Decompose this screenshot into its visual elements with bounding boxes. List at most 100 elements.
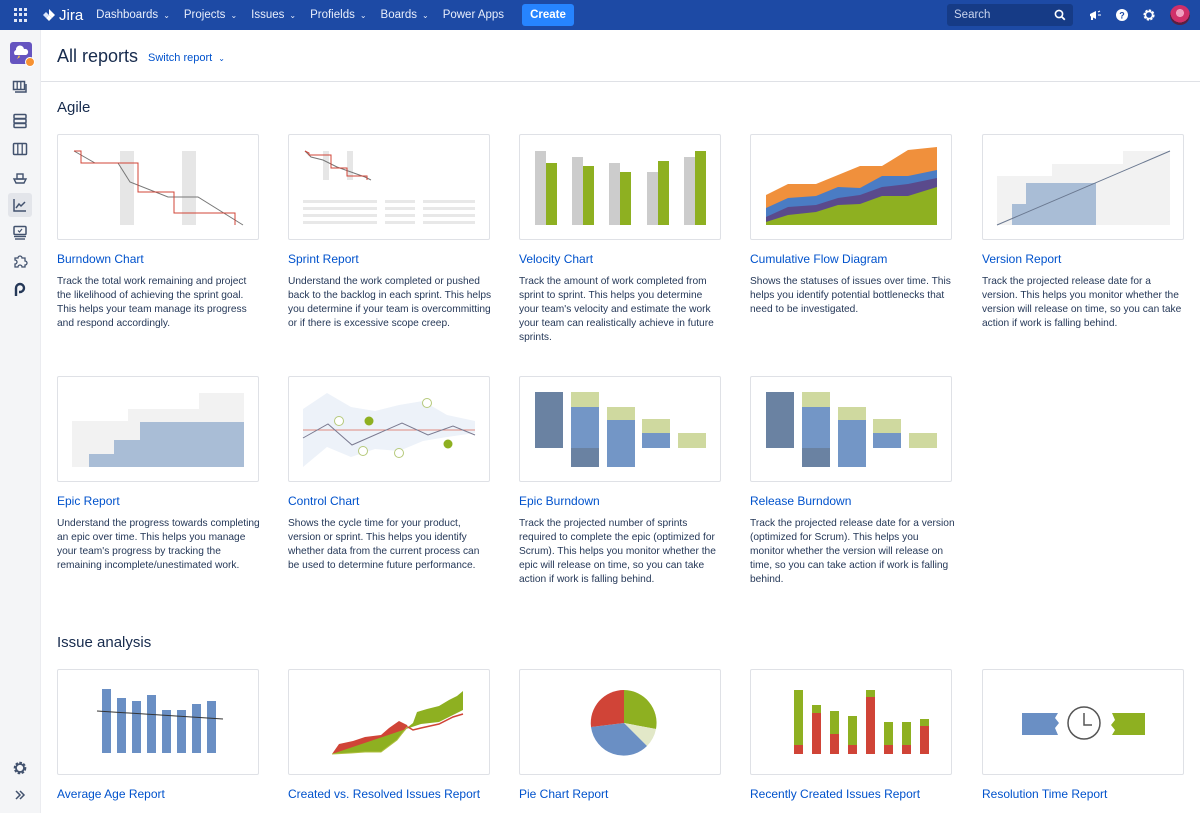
- releases-ship-icon[interactable]: [8, 165, 32, 189]
- monitor-icon[interactable]: [8, 221, 32, 245]
- recently-created-thumbnail[interactable]: [750, 669, 952, 775]
- report-link-control-chart[interactable]: Control Chart: [288, 494, 360, 508]
- nav-label: Boards: [380, 9, 417, 21]
- report-link-created-vs-resolved[interactable]: Created vs. Resolved Issues Report: [288, 787, 481, 801]
- power-apps-icon[interactable]: [8, 278, 32, 302]
- main-nav: Dashboards ⌄ Projects ⌄ Issues ⌄ Profields ⌄…: [96, 4, 574, 26]
- report-card-resolution-time-report[interactable]: Resolution Time Report: [982, 669, 1184, 801]
- nav-projects[interactable]: Projects ⌄: [184, 9, 237, 21]
- nav-label: Dashboards: [96, 9, 159, 21]
- chevron-down-icon: ⌄: [359, 10, 367, 20]
- chevron-down-icon: ⌄: [218, 53, 225, 63]
- report-description: Understand the progress towards completi…: [57, 518, 260, 571]
- sprint-report-thumbnail[interactable]: [288, 134, 490, 240]
- svg-text:?: ?: [1119, 11, 1125, 21]
- jira-logo-text: Jira: [59, 6, 84, 24]
- report-card-release-burndown[interactable]: Release Burndown Track the projected rel…: [750, 376, 955, 587]
- nav-power-apps[interactable]: Power Apps: [443, 9, 504, 21]
- settings-icon[interactable]: [8, 756, 32, 780]
- switch-report-label: Switch report: [148, 52, 213, 64]
- resolution-time-thumbnail[interactable]: [982, 669, 1184, 775]
- report-card-burndown-chart[interactable]: Burndown Chart Track the total work rema…: [57, 134, 259, 331]
- add-ons-puzzle-icon[interactable]: [8, 249, 32, 273]
- report-link-release-burndown[interactable]: Release Burndown: [750, 494, 852, 508]
- cumulative-flow-thumbnail[interactable]: [750, 134, 952, 240]
- search-icon: [1054, 9, 1066, 21]
- report-link-velocity-chart[interactable]: Velocity Chart: [519, 252, 594, 266]
- notifications-megaphone-icon[interactable]: [1087, 7, 1103, 23]
- nav-label: Issues: [251, 9, 285, 21]
- report-link-recently-created-issues[interactable]: Recently Created Issues Report: [750, 787, 921, 801]
- expand-sidebar-icon[interactable]: [8, 783, 32, 807]
- nav-label: Projects: [183, 9, 226, 21]
- settings-gear-icon[interactable]: [1141, 7, 1157, 23]
- release-burndown-thumbnail[interactable]: [750, 376, 952, 482]
- project-avatar[interactable]: [10, 42, 35, 67]
- report-card-recently-created-issues[interactable]: Recently Created Issues Report: [750, 669, 952, 801]
- section-title-agile: Agile: [57, 99, 91, 116]
- report-link-pie-chart-report[interactable]: Pie Chart Report: [519, 787, 609, 801]
- report-link-burndown-chart[interactable]: Burndown Chart: [57, 252, 144, 266]
- project-badge: [25, 57, 35, 67]
- nav-issues[interactable]: Issues ⌄: [251, 9, 296, 21]
- nav-profields[interactable]: Profields ⌄: [310, 9, 366, 21]
- app-switcher-icon[interactable]: [14, 8, 28, 22]
- report-card-velocity-chart[interactable]: Velocity Chart Track the amount of work …: [519, 134, 721, 345]
- report-link-version-report[interactable]: Version Report: [982, 252, 1062, 266]
- report-description: Track the total work remaining and proje…: [57, 276, 247, 329]
- report-card-epic-report[interactable]: Epic Report Understand the progress towa…: [57, 376, 260, 573]
- epic-burndown-thumbnail[interactable]: [519, 376, 721, 482]
- create-button[interactable]: Create: [522, 4, 574, 26]
- page-title: All reports: [57, 46, 139, 66]
- report-description: Track the projected number of sprints re…: [519, 518, 716, 585]
- control-chart-thumbnail[interactable]: [288, 376, 490, 482]
- report-link-epic-burndown[interactable]: Epic Burndown: [519, 494, 600, 508]
- report-card-epic-burndown[interactable]: Epic Burndown Track the projected number…: [519, 376, 721, 587]
- report-card-average-age-report[interactable]: Average Age Report: [57, 669, 259, 801]
- chevron-down-icon: ⌄: [230, 10, 238, 20]
- pie-chart-thumbnail[interactable]: [519, 669, 721, 775]
- report-card-cumulative-flow-diagram[interactable]: Cumulative Flow Diagram Shows the status…: [750, 134, 952, 317]
- issues-stack-icon[interactable]: [8, 109, 32, 133]
- version-report-thumbnail[interactable]: [982, 134, 1184, 240]
- report-link-epic-report[interactable]: Epic Report: [57, 494, 120, 508]
- backlog-icon[interactable]: [8, 75, 32, 99]
- report-description: Track the projected release date for a v…: [982, 276, 1182, 329]
- average-age-thumbnail[interactable]: [57, 669, 259, 775]
- nav-dashboards[interactable]: Dashboards ⌄: [96, 9, 170, 21]
- nav-label: Profields: [310, 9, 355, 21]
- report-link-average-age-report[interactable]: Average Age Report: [57, 787, 165, 801]
- report-description: Shows the cycle time for your product, v…: [288, 518, 480, 571]
- report-card-control-chart[interactable]: Control Chart Shows the cycle time for y…: [288, 376, 490, 573]
- switch-report-dropdown[interactable]: Switch report ⌄: [148, 52, 225, 64]
- project-sidebar: [0, 30, 41, 813]
- search-input[interactable]: Search: [947, 4, 1073, 26]
- chevron-down-icon: ⌄: [421, 10, 429, 20]
- epic-report-thumbnail[interactable]: [57, 376, 259, 482]
- search-placeholder: Search: [954, 9, 991, 21]
- page-header: All reports Switch report ⌄: [41, 30, 1200, 82]
- report-card-sprint-report[interactable]: Sprint Report Understand the work comple…: [288, 134, 492, 331]
- nav-label: Power Apps: [442, 9, 505, 21]
- chevron-down-icon: ⌄: [289, 10, 297, 20]
- nav-boards[interactable]: Boards ⌄: [381, 9, 429, 21]
- report-card-version-report[interactable]: Version Report Track the projected relea…: [982, 134, 1184, 331]
- reports-icon[interactable]: [8, 193, 32, 217]
- report-description: Track the amount of work completed from …: [519, 276, 714, 343]
- velocity-chart-thumbnail[interactable]: [519, 134, 721, 240]
- user-avatar[interactable]: [1170, 5, 1190, 25]
- report-card-pie-chart-report[interactable]: Pie Chart Report: [519, 669, 721, 801]
- jira-logo-icon: [43, 9, 55, 21]
- board-columns-icon[interactable]: [8, 137, 32, 161]
- jira-logo[interactable]: Jira: [42, 7, 83, 24]
- report-description: Shows the statuses of issues over time. …: [750, 276, 951, 315]
- report-description: Track the projected release date for a v…: [750, 518, 955, 585]
- report-description: Understand the work completed or pushed …: [288, 276, 492, 329]
- created-vs-resolved-thumbnail[interactable]: [288, 669, 490, 775]
- burndown-chart-thumbnail[interactable]: [57, 134, 259, 240]
- report-link-cumulative-flow-diagram[interactable]: Cumulative Flow Diagram: [750, 252, 888, 266]
- report-link-resolution-time-report[interactable]: Resolution Time Report: [982, 787, 1108, 801]
- help-icon[interactable]: ?: [1114, 7, 1130, 23]
- report-card-created-vs-resolved[interactable]: Created vs. Resolved Issues Report: [288, 669, 490, 801]
- report-link-sprint-report[interactable]: Sprint Report: [288, 252, 359, 266]
